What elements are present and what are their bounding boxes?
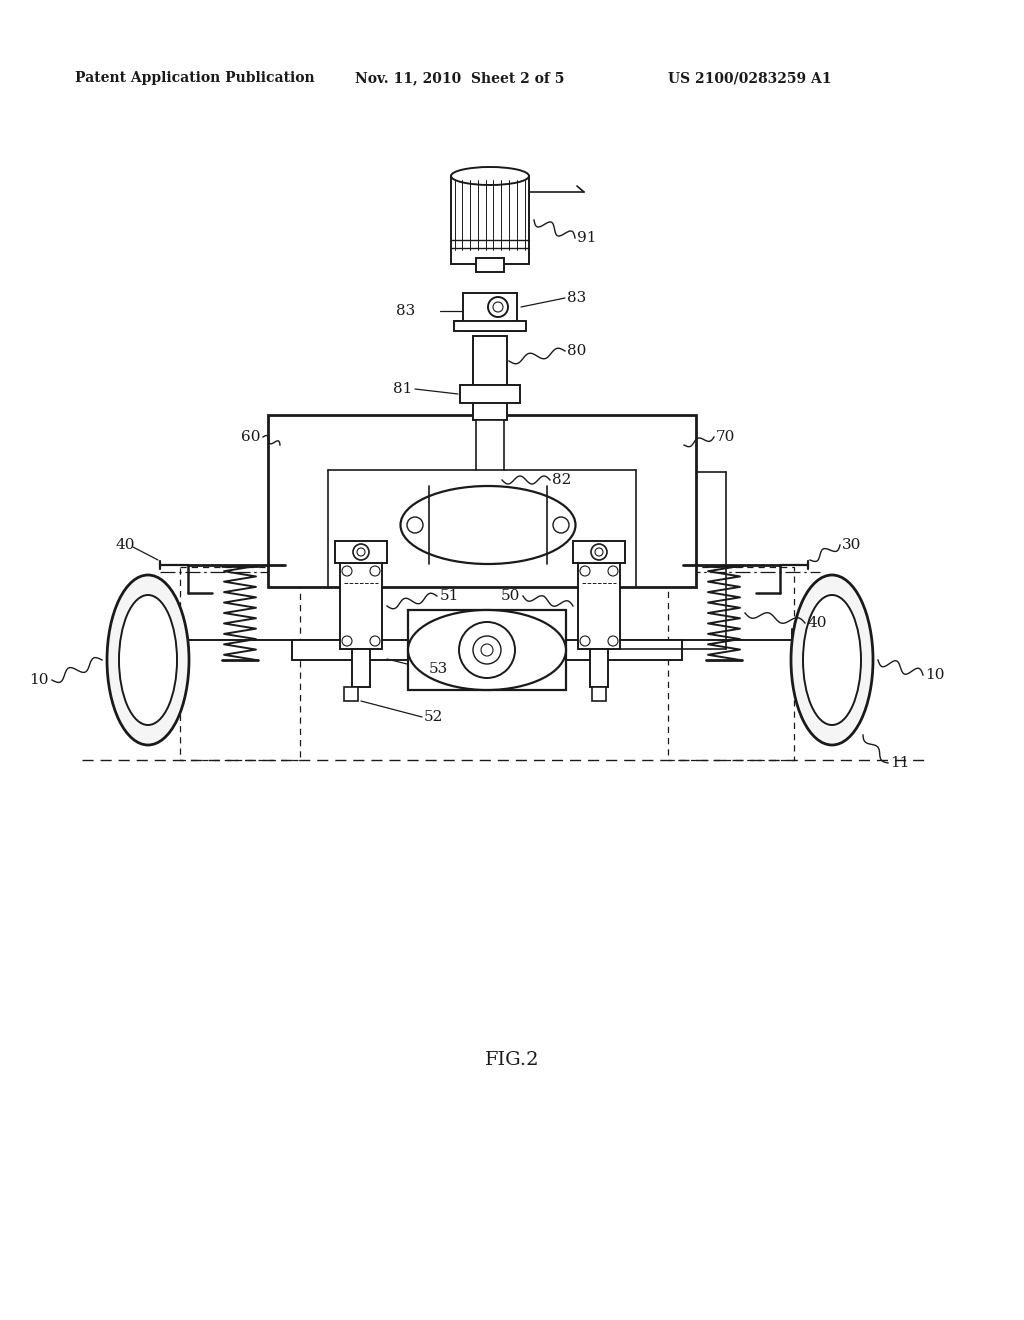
- Bar: [566, 640, 682, 660]
- Ellipse shape: [791, 576, 873, 744]
- Text: US 2100/0283259 A1: US 2100/0283259 A1: [668, 71, 831, 84]
- Bar: [473, 337, 507, 420]
- Bar: [268, 414, 696, 587]
- Text: Nov. 11, 2010  Sheet 2 of 5: Nov. 11, 2010 Sheet 2 of 5: [355, 71, 564, 84]
- Bar: [476, 420, 504, 470]
- Text: 91: 91: [577, 231, 597, 246]
- Bar: [454, 321, 526, 331]
- Bar: [573, 541, 625, 564]
- Text: 83: 83: [567, 290, 587, 305]
- Text: 30: 30: [842, 539, 861, 552]
- Text: 10: 10: [30, 673, 49, 686]
- Text: 80: 80: [567, 345, 587, 358]
- Circle shape: [407, 517, 423, 533]
- Circle shape: [370, 636, 380, 645]
- Bar: [340, 564, 382, 649]
- Text: 50: 50: [501, 589, 520, 603]
- Circle shape: [608, 636, 618, 645]
- Circle shape: [370, 566, 380, 576]
- Text: 51: 51: [440, 589, 460, 603]
- Text: 40: 40: [808, 616, 827, 630]
- Circle shape: [553, 517, 569, 533]
- Circle shape: [481, 644, 493, 656]
- Circle shape: [608, 566, 618, 576]
- Bar: [592, 686, 606, 701]
- Text: 60: 60: [241, 430, 260, 444]
- Ellipse shape: [119, 595, 177, 725]
- Text: 53: 53: [429, 663, 449, 676]
- Text: 82: 82: [552, 473, 571, 487]
- Circle shape: [595, 548, 603, 556]
- Circle shape: [580, 566, 590, 576]
- Circle shape: [493, 302, 503, 312]
- Bar: [408, 610, 566, 690]
- Text: 10: 10: [925, 668, 944, 682]
- Text: FIG.2: FIG.2: [484, 1051, 540, 1069]
- Text: 81: 81: [392, 381, 412, 396]
- Ellipse shape: [451, 168, 529, 185]
- Ellipse shape: [400, 486, 575, 564]
- Circle shape: [357, 548, 365, 556]
- Text: 11: 11: [890, 756, 909, 770]
- Circle shape: [488, 297, 508, 317]
- Bar: [590, 649, 608, 686]
- Ellipse shape: [803, 595, 861, 725]
- Ellipse shape: [106, 576, 189, 744]
- Bar: [476, 257, 504, 272]
- Circle shape: [580, 636, 590, 645]
- Ellipse shape: [408, 610, 566, 690]
- Circle shape: [342, 636, 352, 645]
- Text: 40: 40: [116, 539, 135, 552]
- Bar: [335, 541, 387, 564]
- Bar: [463, 293, 517, 331]
- Circle shape: [353, 544, 369, 560]
- Text: 52: 52: [424, 710, 443, 723]
- Bar: [352, 649, 370, 686]
- Text: 83: 83: [395, 304, 415, 318]
- Circle shape: [473, 636, 501, 664]
- Text: 70: 70: [716, 430, 735, 444]
- Bar: [344, 686, 358, 701]
- Bar: [292, 640, 408, 660]
- Bar: [460, 385, 520, 403]
- Bar: [578, 564, 620, 649]
- Text: Patent Application Publication: Patent Application Publication: [75, 71, 314, 84]
- Bar: [451, 176, 529, 264]
- Circle shape: [459, 622, 515, 678]
- Circle shape: [342, 566, 352, 576]
- Circle shape: [591, 544, 607, 560]
